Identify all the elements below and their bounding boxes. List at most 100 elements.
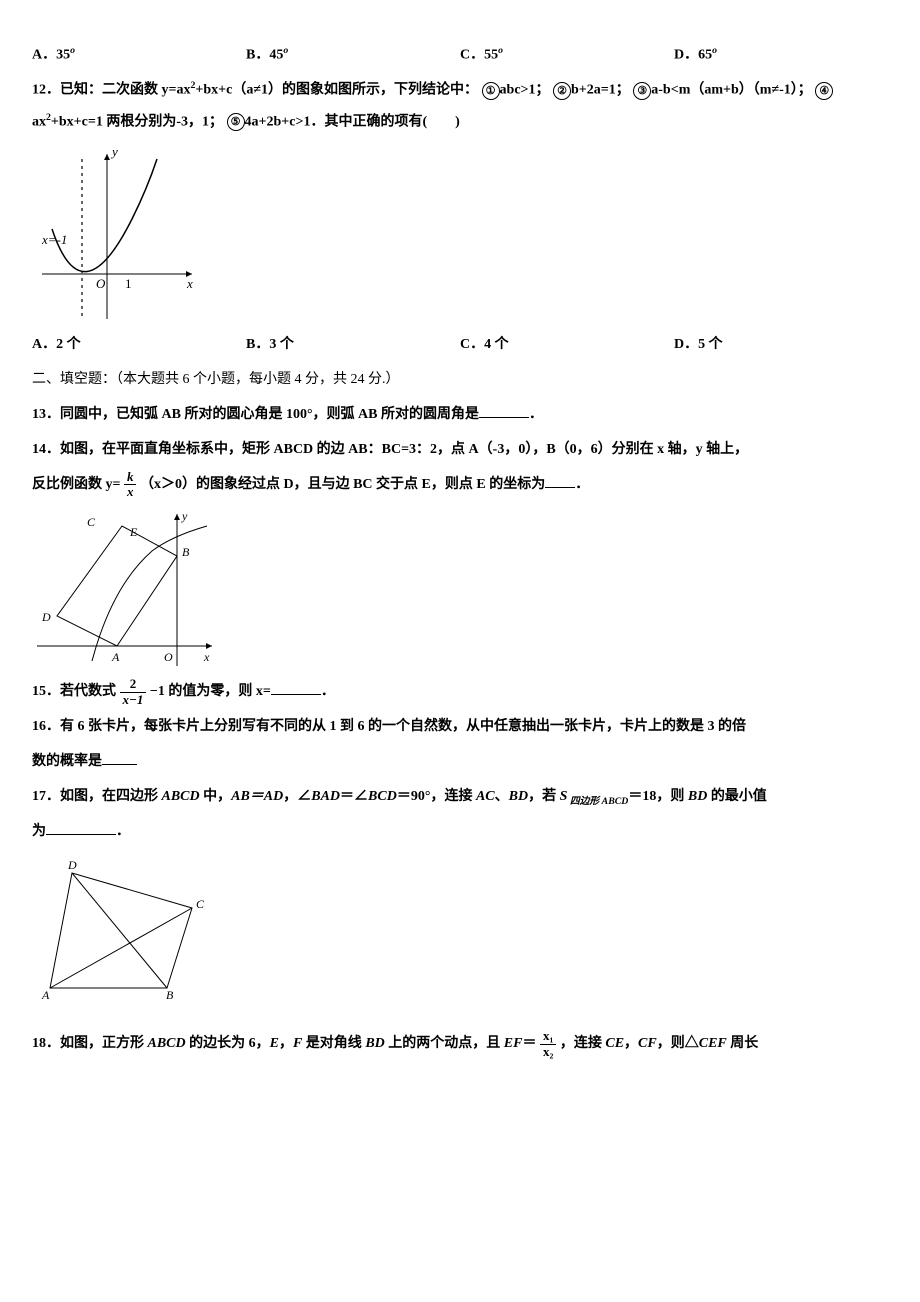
svg-text:C: C [196,897,205,911]
q12-opt-d: D．5 个 [674,330,888,361]
svg-text:1: 1 [125,276,132,291]
q14-line2: 反比例函数 y= kx （x＞0）的图象经过点 D，且与边 BC 交于点 E，则… [32,470,888,501]
q17-bcd: BCD [368,789,397,804]
circled-3: ③ [633,82,651,100]
blank [102,750,137,765]
fraction: kx [124,470,137,500]
q12-pre: 12．已知：二次函数 y=ax [32,83,190,98]
opt-b-text: B．45 [246,48,283,63]
q18-abcd: ABCD [148,1036,186,1051]
c3-txt: a-b<m（am+b）（m≠-1）； [651,83,812,98]
q14-l2-mid: （x＞0）的图象经过点 D，且与边 BC 交于点 E，则点 E 的坐标为 [140,477,545,492]
q15: 15．若代数式 2x−1 −1 的值为零，则 x= ． [32,677,888,708]
svg-text:x: x [203,650,210,664]
c4-txt: ax [32,115,46,130]
q17-ac: AC [476,789,495,804]
c2-txt: b+2a=1； [571,83,630,98]
q15-mid: −1 的值为零，则 x= [150,684,271,699]
svg-text:y: y [110,144,118,159]
svg-text:y: y [181,509,188,523]
q14-line1: 14．如图，在平面直角坐标系中，矩形 ABCD 的边 AB：BC=3：2，点 A… [32,435,888,466]
section-2-header: 二、填空题：（本大题共 6 个小题，每小题 4 分，共 24 分.） [32,365,888,396]
q17-bad: BAD [311,789,340,804]
q17-m2: ，∠ [283,789,311,804]
q17-ssub: 四边形 ABCD [567,796,628,807]
q17-bd2: BD [688,789,707,804]
q17-l2: 为 [32,824,46,839]
svg-text:O: O [164,650,173,664]
q13: 13．同圆中，已知弧 AB 所对的圆心角是 100°，则弧 AB 所对的圆周角是… [32,400,888,431]
opt-a-sup: o [70,45,75,56]
fraction: x₁x₂ [540,1029,556,1059]
frac-num: k [124,470,137,485]
q17-end: ． [116,824,130,839]
q18-m2: 是对角线 [302,1036,365,1051]
q16-line2: 数的概率是 [32,747,888,778]
blank [545,473,575,488]
q18-f: F [293,1036,302,1051]
q17-abcd: ABCD [162,789,200,804]
spacer [32,1009,888,1029]
opt-d: D．65o [674,40,888,71]
svg-text:D: D [41,610,51,624]
opt-c: C．55o [460,40,674,71]
opt-a: A．35o [32,40,246,71]
opt-d-text: D．65 [674,48,712,63]
opt-c-text: C．55 [460,48,498,63]
c5-txt: 4a+2b+c>1．其中正确的项有( ) [245,115,460,130]
svg-text:B: B [166,988,174,1002]
blank [479,403,529,418]
q13-text: 13．同圆中，已知弧 AB 所对的圆心角是 100°，则弧 AB 所对的圆周角是 [32,407,479,422]
q18-m4: ，连接 [560,1036,606,1051]
q17-line2: 为． [32,817,888,848]
c1-txt: abc>1； [500,83,550,98]
q16-l2: 数的概率是 [32,754,102,769]
opt-b: B．45o [246,40,460,71]
q15-pre: 15．若代数式 [32,684,116,699]
q18-m3: 上的两个动点，且 [385,1036,504,1051]
q18-eq: ＝ [522,1036,536,1051]
q17-bd: BD [509,789,528,804]
q18: 18．如图，正方形 ABCD 的边长为 6，E，F 是对角线 BD 上的两个动点… [32,1029,888,1060]
q17-abad: AB＝AD [231,789,283,804]
q17-m4: ，若 [528,789,560,804]
q15-end: ． [321,684,335,699]
q18-m5: ，则△ [657,1036,699,1051]
circled-5: ⑤ [227,113,245,131]
q18-c2: ， [624,1036,638,1051]
q17-m5: 的最小值 [707,789,767,804]
q17-eq2: ＝18，则 [628,789,688,804]
frac-den: x−1 [120,693,147,707]
circled-1: ① [482,82,500,100]
opt-c-sup: o [498,45,503,56]
q18-c: ， [279,1036,293,1051]
q12-mid1: +bx+c（a≠1）的图象如图所示，下列结论中： [195,83,478,98]
frac-den: x [124,485,137,499]
q16-line1: 16．有 6 张卡片，每张卡片上分别写有不同的从 1 到 6 的一个自然数，从中… [32,712,888,743]
q12-options: A．2 个 B．3 个 C．4 个 D．5 个 [32,330,888,361]
svg-text:D: D [67,858,77,872]
q17-dot: 、 [495,789,509,804]
q12-opt-c: C．4 个 [460,330,674,361]
q13-end: ． [529,407,543,422]
frac-num: x₁ [540,1029,556,1044]
q18-e: E [270,1036,279,1051]
q18-m6: 周长 [727,1036,759,1051]
blank [46,820,116,835]
svg-text:A: A [41,988,50,1002]
fraction: 2x−1 [120,677,147,707]
opt-d-sup: o [712,45,717,56]
svg-text:A: A [111,650,120,664]
q18-ce: CE [605,1036,624,1051]
q17-eq1: ＝∠ [340,789,368,804]
c4-txt2: +bx+c=1 两根分别为-3，1； [51,115,223,130]
opt-a-text: A．35 [32,48,70,63]
q12-stem: 12．已知：二次函数 y=ax2+bx+c（a≠1）的图象如图所示，下列结论中：… [32,75,888,138]
svg-text:x: x [186,276,193,291]
q18-m1: 的边长为 6， [186,1036,270,1051]
q17-m3: ＝90°，连接 [397,789,476,804]
q12-opt-b: B．3 个 [246,330,460,361]
q12-opt-a: A．2 个 [32,330,246,361]
opt-b-sup: o [283,45,288,56]
q18-bd: BD [365,1036,384,1051]
